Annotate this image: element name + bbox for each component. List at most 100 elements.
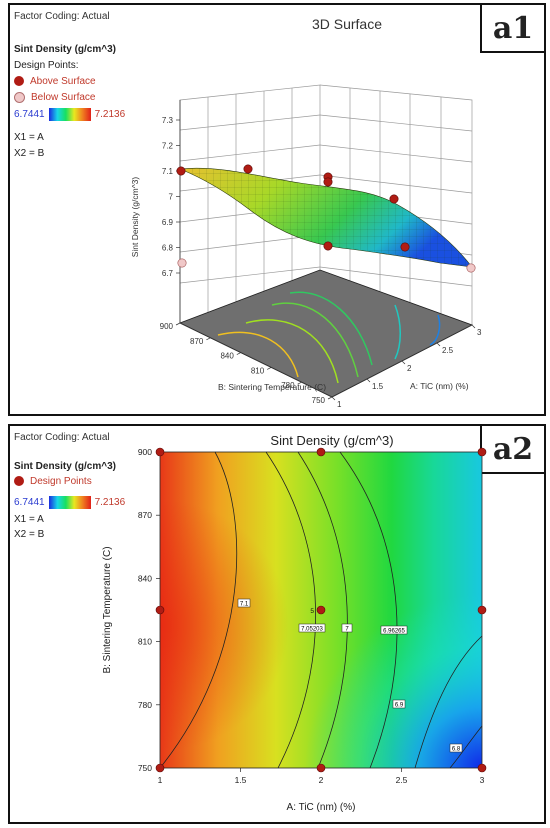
design-point-count-label: 5	[310, 608, 314, 615]
design-point	[316, 763, 326, 773]
panel-tag-a1: a1	[480, 3, 546, 53]
contour-7-05203	[265, 451, 317, 769]
legend-a1: Sint Density (g/cm^3) Design Points: Abo…	[14, 43, 125, 160]
design-point	[155, 763, 165, 773]
a-tick	[401, 360, 406, 365]
legend-a2: Sint Density (g/cm^3) Design Points 6.74…	[14, 460, 125, 541]
design-point	[316, 447, 326, 457]
z-tick-label: 7.1	[162, 167, 174, 176]
legend-x2: X2 = B	[14, 148, 45, 159]
contour-label-6-8: 6.8	[449, 743, 463, 753]
legend-x2: X2 = B	[14, 529, 45, 540]
contour-plot-svg: Sint Density (g/cm^3) 7.1 7.05203	[102, 433, 487, 813]
contour-design-points: 5	[155, 447, 487, 773]
contour-labels: 7.1 7.05203 7 6.96265 6.9 6.8	[237, 598, 463, 753]
contour-label-7-1: 7.1	[237, 598, 251, 608]
a-tick-label: 1	[337, 400, 342, 409]
y-tick-label: 750	[138, 763, 152, 773]
b-tick	[297, 381, 302, 385]
contour-label-7-05203: 7.05203	[298, 623, 326, 633]
b-tick-label: 870	[190, 337, 204, 346]
y-tick-label: 840	[138, 573, 152, 583]
above-surface-point	[389, 194, 399, 204]
contour-lines	[159, 451, 483, 769]
above-surface-point	[176, 166, 186, 176]
x-tick-label: 2.5	[396, 775, 408, 785]
below-surface-point	[177, 258, 187, 268]
surface-plot-svg: 3D Surface	[130, 16, 482, 409]
design-point	[477, 447, 487, 457]
z-tick-label: 6.7	[162, 269, 174, 278]
contour-label-text: 6.9	[395, 703, 404, 709]
contour-6-96265	[339, 451, 398, 769]
z-tick-label: 7.3	[162, 116, 174, 125]
contour-label-text: 7.1	[240, 602, 249, 608]
color-gradient-bar	[48, 496, 91, 509]
above-surface-dot-icon	[14, 76, 24, 87]
legend-min-value: 6.7441	[14, 109, 45, 120]
contour-6-9	[414, 635, 483, 769]
b-tick-label: 780	[281, 381, 295, 390]
legend-x1: X1 = A	[14, 514, 44, 525]
y-tick-label: 810	[138, 637, 152, 647]
design-point	[316, 605, 326, 615]
b-tick	[236, 352, 241, 355]
b-tick	[206, 337, 211, 341]
z-tick-label: 7.2	[162, 142, 174, 151]
z-axis-label: Sint Density (g/cm^3)	[130, 177, 140, 258]
legend-above-item: Above Surface	[14, 75, 125, 88]
a-tick-label: 3	[477, 328, 482, 337]
above-surface-point	[400, 242, 410, 252]
a-tick	[331, 396, 336, 401]
b-tick	[267, 367, 272, 370]
legend-design-points: Design Points:	[14, 60, 79, 71]
contour-label-text: 6.96265	[383, 629, 405, 635]
b-tick	[175, 322, 181, 326]
design-point	[477, 763, 487, 773]
contour-label-6-9: 6.9	[392, 699, 406, 709]
legend-above-label: Above Surface	[30, 76, 96, 87]
contour-label-6-96265: 6.96265	[380, 625, 408, 635]
design-point-dot-icon	[14, 476, 24, 487]
b-tick-label: 840	[220, 352, 234, 361]
legend-color-scale: 6.7441 7.2136	[14, 496, 125, 509]
legend-response-title: Sint Density (g/cm^3)	[14, 461, 116, 472]
z-tick-label: 7	[169, 193, 174, 202]
x-tick-label: 2	[319, 775, 324, 785]
design-point	[155, 605, 165, 615]
legend-design-points-item: Design Points	[14, 475, 125, 488]
a-tick	[436, 342, 441, 347]
legend-below-item: Below Surface	[14, 91, 125, 104]
contour-y-ticks: 750 780 810 840 870 900	[138, 447, 160, 773]
above-surface-point	[323, 177, 333, 187]
above-surface-point	[243, 164, 253, 174]
below-surface-point	[466, 263, 476, 273]
x-tick-label: 3	[480, 775, 485, 785]
panel-tag-a2: a2	[480, 424, 546, 474]
a-tick-label: 2	[407, 364, 412, 373]
below-surface-dot-icon	[14, 91, 25, 103]
legend-below-label: Below Surface	[31, 92, 96, 103]
legend-color-scale: 6.7441 7.2136	[14, 108, 125, 121]
a-tick	[366, 378, 371, 383]
surface-title: 3D Surface	[312, 16, 382, 32]
b-axis-label: B: Sintering Temperature (C)	[218, 382, 326, 392]
contour-title: Sint Density (g/cm^3)	[270, 433, 393, 448]
legend-max-value: 7.2136	[94, 497, 126, 508]
factor-coding-label: Factor Coding: Actual	[14, 11, 110, 22]
legend-max-value: 7.2136	[94, 109, 126, 120]
x-tick-label: 1	[158, 775, 163, 785]
contour-y-axis-label: B: Sintering Temperature (C)	[102, 546, 113, 673]
contour-6-8	[449, 725, 483, 769]
legend-design-points-label: Design Points	[30, 476, 92, 487]
b-tick-label: 810	[251, 366, 265, 375]
legend-x1: X1 = A	[14, 132, 44, 143]
z-axis: 7.3 7.2 7.1 7 6.9 6.8 6.7 Sint Density (g/cm^3…	[130, 100, 181, 323]
a-tick-label: 2.5	[442, 346, 454, 355]
contour-7-1	[159, 451, 238, 769]
contour-x-axis-label: A: TiC (nm) (%)	[287, 802, 356, 813]
z-tick-label: 6.8	[162, 244, 174, 253]
a-tick	[471, 324, 476, 329]
contour-label-text: 7.05203	[301, 627, 323, 633]
contour-label-text: 6.8	[452, 747, 461, 753]
